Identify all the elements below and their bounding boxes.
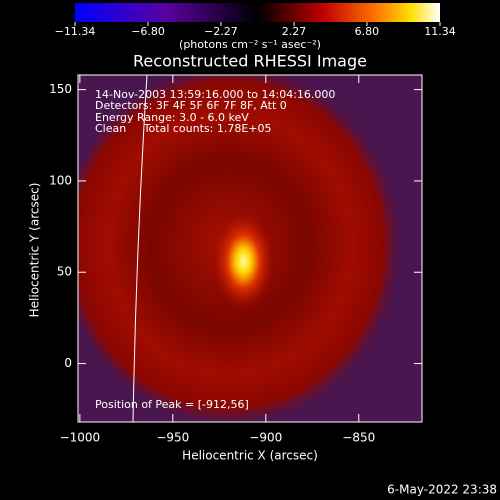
colorbar-tick-label: −11.34 bbox=[55, 25, 96, 38]
peak-label: Position of Peak = [-912,56] bbox=[95, 398, 249, 411]
chart-title: Reconstructed RHESSI Image bbox=[133, 52, 367, 71]
x-tick-label: −1000 bbox=[60, 431, 101, 445]
y-axis-label: Heliocentric Y (arcsec) bbox=[28, 183, 42, 318]
image bbox=[78, 75, 422, 422]
x-tick-label: −950 bbox=[156, 431, 189, 445]
colorbar-label: (photons cm⁻² s⁻¹ asec⁻²) bbox=[179, 38, 321, 51]
peak bbox=[213, 213, 274, 310]
colorbar-tick-label: −6.80 bbox=[131, 25, 165, 38]
colorbar bbox=[75, 3, 440, 22]
x-tick-label: −850 bbox=[342, 431, 375, 445]
footer: 6-May-2022 23:38 bbox=[387, 483, 497, 497]
colorbar-tick-label: −2.27 bbox=[204, 25, 238, 38]
y-tick-label: 150 bbox=[49, 82, 72, 96]
y-tick-label: 100 bbox=[49, 173, 72, 187]
annotation: Energy Range: 3.0 - 6.0 keV bbox=[95, 111, 249, 124]
annotation: 14-Nov-2003 13:59:16.000 to 14:04:16.000 bbox=[95, 88, 335, 101]
y-tick-label: 50 bbox=[57, 265, 72, 279]
colorbar-tick-label: 2.27 bbox=[282, 25, 307, 38]
annotation: Clean Total counts: 1.78E+05 bbox=[95, 122, 272, 135]
colorbar-tick-label: 6.80 bbox=[355, 25, 380, 38]
y-tick-label: 0 bbox=[64, 356, 72, 370]
plot-frame bbox=[77, 74, 423, 423]
colorbar-tick-label: 11.34 bbox=[424, 25, 456, 38]
x-tick-label: −900 bbox=[249, 431, 282, 445]
x-axis-label: Heliocentric X (arcsec) bbox=[182, 449, 318, 463]
annotation: Detectors: 3F 4F 5F 6F 7F 8F, Att 0 bbox=[95, 99, 287, 112]
